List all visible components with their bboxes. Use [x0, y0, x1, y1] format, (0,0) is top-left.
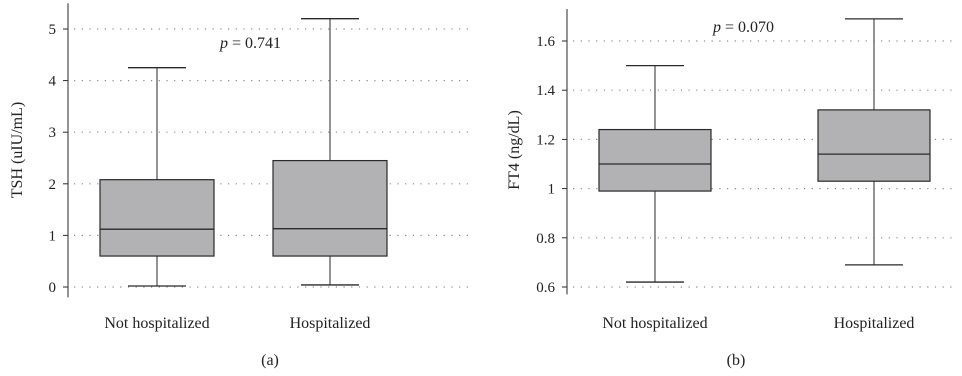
category-label: Hospitalized [834, 315, 915, 332]
panel-label: (a) [261, 352, 279, 369]
y-tick-label: 0.8 [536, 231, 555, 247]
y-tick-label: 1 [49, 228, 57, 244]
p-symbol: p [219, 35, 228, 52]
iqr-box [598, 128, 712, 192]
y-axis-label: TSH (uIU/mL) [9, 102, 26, 198]
y-tick-label: 5 [49, 22, 57, 38]
y-tick-label: 1 [548, 182, 556, 198]
panel-label: (b) [727, 352, 746, 369]
iqr-box [817, 109, 931, 182]
y-tick-label: 1.4 [536, 83, 555, 99]
y-tick-label: 4 [49, 74, 57, 90]
p-value-annotation: p = 0.070 [712, 19, 774, 36]
y-tick-label: 1.6 [536, 34, 555, 50]
category-label: Not hospitalized [104, 315, 209, 332]
iqr-box [272, 159, 388, 257]
panel-b-ft4-boxplot: 0.6 0.8 1 1.2 1.4 1.6 FT4 (ng/dL) Not hospitali… [506, 9, 958, 369]
p-value-text: = 0.741 [228, 35, 281, 52]
p-value-text: = 0.070 [721, 19, 774, 36]
y-axis-label: FT4 (ng/dL) [506, 110, 523, 190]
category-label: Hospitalized [290, 315, 371, 332]
p-value-annotation: p = 0.741 [219, 35, 281, 52]
iqr-box [99, 179, 215, 257]
y-tick-label: 1.2 [536, 132, 555, 148]
y-tick-label: 0.6 [536, 280, 555, 296]
y-tick-label: 0 [49, 280, 57, 296]
p-symbol: p [712, 19, 721, 36]
y-tick-label: 2 [49, 177, 57, 193]
panel-a-tsh-boxplot: 0 1 2 3 4 5 TSH (uIU/mL) Not hospitalized Hospit… [9, 3, 468, 369]
y-tick-label: 3 [49, 125, 57, 141]
category-label: Not hospitalized [602, 315, 707, 332]
